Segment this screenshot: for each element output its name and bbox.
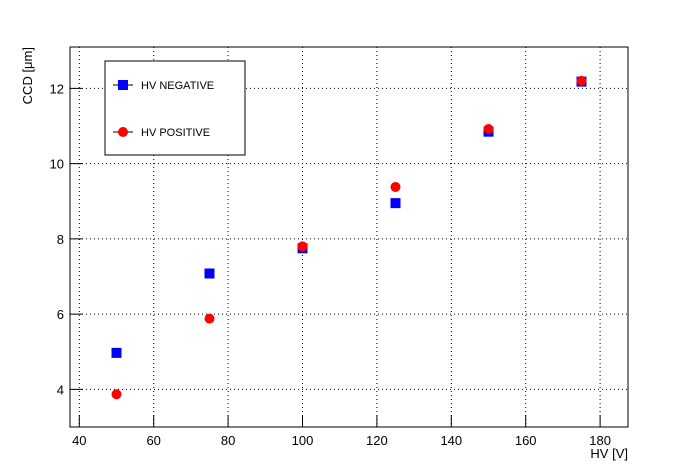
y-tick-label: 10	[50, 157, 64, 172]
marker	[204, 313, 215, 324]
y-axis-title: CCD [μm]	[20, 47, 35, 104]
x-tick-label: 40	[72, 433, 86, 448]
y-tick-label: 8	[57, 232, 64, 247]
x-tick-label: 140	[440, 433, 462, 448]
plot-frame	[69, 46, 629, 428]
marker	[576, 75, 587, 86]
x-tick-label: 120	[366, 433, 388, 448]
legend-label: HV POSITIVE	[141, 127, 210, 139]
marker	[390, 181, 401, 192]
marker	[483, 124, 494, 135]
x-tick-label: 160	[515, 433, 537, 448]
legend-box	[104, 60, 246, 156]
marker	[204, 268, 215, 279]
legend-label: HV NEGATIVE	[141, 80, 214, 92]
marker	[390, 198, 401, 209]
y-tick-label: 6	[57, 307, 64, 322]
x-tick-label: 180	[589, 433, 611, 448]
y-tick-label: 4	[57, 382, 64, 397]
x-axis-title: HV [V]	[590, 446, 628, 461]
x-tick-label: 60	[146, 433, 160, 448]
x-tick-label: 100	[292, 433, 314, 448]
x-tick-label: 80	[221, 433, 235, 448]
legend-marker	[118, 127, 128, 137]
legend-marker	[118, 80, 128, 90]
y-tick-label: 12	[50, 81, 64, 96]
marker	[111, 389, 122, 400]
marker	[111, 347, 122, 358]
marker	[297, 241, 308, 252]
